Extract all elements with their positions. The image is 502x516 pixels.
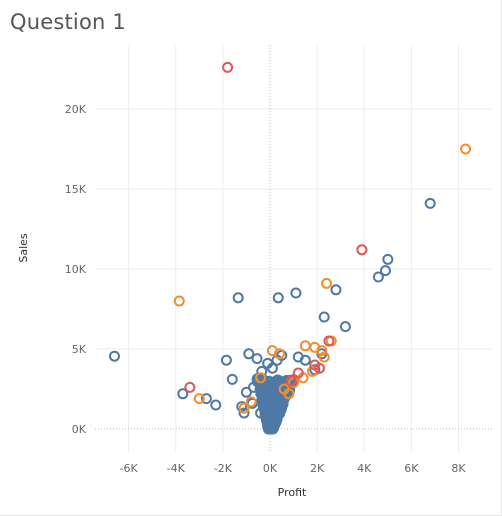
y-axis-title: Sales: [17, 233, 30, 263]
x-tick-label: 0K: [263, 462, 278, 475]
x-tick-label: 2K: [310, 462, 325, 475]
x-tick-label: -6K: [120, 462, 139, 475]
x-tick-label: -2K: [214, 462, 233, 475]
y-tick-label: 5K: [72, 343, 87, 356]
x-tick-label: -4K: [167, 462, 186, 475]
x-tick-label: 4K: [357, 462, 372, 475]
y-tick-label: 10K: [65, 263, 87, 276]
x-tick-label: 6K: [404, 462, 419, 475]
y-tick-label: 15K: [65, 183, 87, 196]
y-tick-label: 20K: [65, 103, 87, 116]
y-tick-label: 0K: [72, 423, 87, 436]
x-tick-label: 8K: [451, 462, 466, 475]
x-axis-title: Profit: [278, 486, 307, 499]
